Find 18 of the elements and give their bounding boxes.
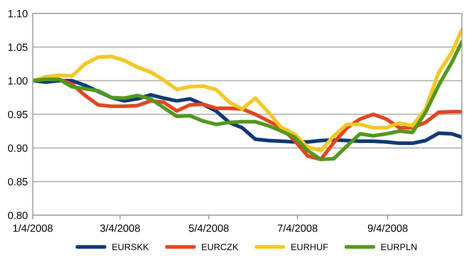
x-tick-label: 5/4/2008 — [188, 224, 229, 232]
line-series — [32, 40, 462, 162]
y-tick-label: 0.90 — [8, 144, 28, 152]
y-tick-label: 1.00 — [8, 77, 28, 85]
line-series — [32, 28, 462, 152]
legend-label: EURSKK — [112, 244, 149, 250]
y-tick-label: 0.80 — [8, 212, 28, 220]
y-tick-label: 1.10 — [8, 10, 28, 18]
x-tick-label: 9/4/2008 — [368, 224, 408, 232]
y-tick-label: 0.95 — [8, 110, 28, 118]
legend-label: EURCZK — [202, 244, 238, 250]
x-tick-label: 1/4/2008 — [13, 224, 53, 232]
legend-label: EURPLN — [381, 244, 417, 250]
x-tick-label: 3/4/2008 — [100, 224, 140, 232]
x-tick-label: 7/4/2008 — [278, 224, 318, 232]
legend-label: EURHUF — [291, 244, 328, 250]
y-tick-label: 1.05 — [8, 44, 28, 51]
y-tick-label: 0.85 — [8, 178, 28, 186]
